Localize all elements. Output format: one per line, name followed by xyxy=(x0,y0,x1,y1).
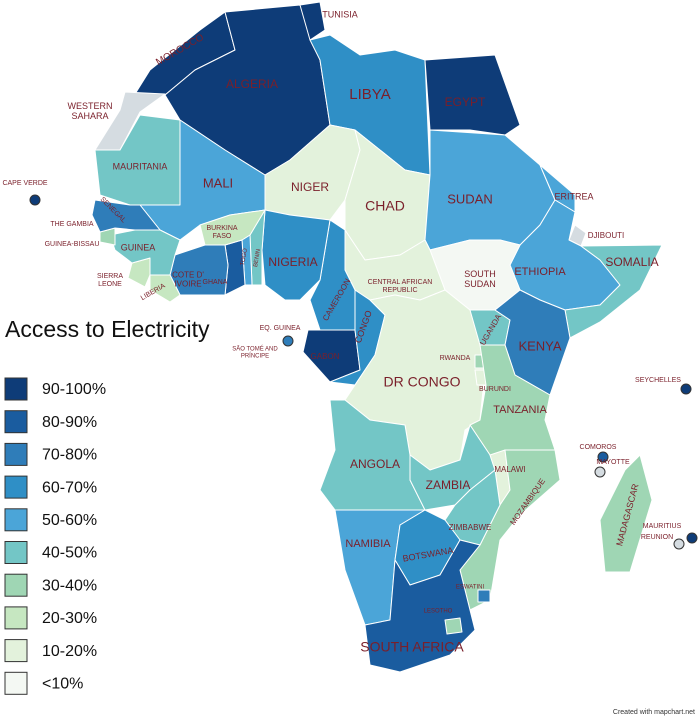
legend-swatch xyxy=(4,377,28,401)
country-label: ETHIOPIA xyxy=(514,266,566,278)
country-label: MALAWI xyxy=(494,465,525,474)
country-label: BENIN xyxy=(253,249,262,268)
legend-label: 40-50% xyxy=(42,545,97,562)
country xyxy=(299,1,326,41)
country-label: LESOTHO xyxy=(424,609,453,615)
country-label: BURKINA FASO xyxy=(206,225,237,240)
legend-label: 30-40% xyxy=(42,577,97,594)
country-label: NIGER xyxy=(291,180,329,194)
credit: Created with mapchart.net xyxy=(613,709,695,716)
country-label: TUNISIA xyxy=(322,9,358,19)
country-label: NAMIBIA xyxy=(345,538,391,550)
country-label: RWANDA xyxy=(440,355,471,362)
country-label: MAURITIUS xyxy=(643,523,682,530)
island xyxy=(597,451,609,463)
country-label: GUINEA-BISSAU xyxy=(45,241,100,248)
legend-label: 70-80% xyxy=(42,447,97,464)
country-label: KENYA xyxy=(518,338,561,353)
legend-swatch xyxy=(4,475,28,499)
legend-swatch xyxy=(4,410,28,434)
country-label: GHANA xyxy=(203,279,228,286)
legend-label: 80-90% xyxy=(42,414,97,431)
country-label: CENTRAL AFRICAN REPUBLIC xyxy=(368,279,433,294)
country-label: SEYCHELLES xyxy=(635,377,681,384)
country-label: SOUTH SUDAN xyxy=(464,269,496,289)
island xyxy=(282,335,294,347)
island xyxy=(686,532,698,544)
country-label: ERITREA xyxy=(554,191,593,201)
country-label: CAPE VERDE xyxy=(2,180,47,187)
country-label: EGYPT xyxy=(445,95,486,109)
legend-swatch xyxy=(4,671,28,695)
legend: 90-100% 80-90% 70-80% 60-70% 50-60% 40-50% 30-… xyxy=(4,377,106,695)
country-label: CHAD xyxy=(365,198,405,214)
legend-swatch xyxy=(4,573,28,597)
country-label: EQ. GUINEA xyxy=(260,325,301,332)
legend-swatch xyxy=(4,508,28,532)
country xyxy=(444,617,463,635)
country xyxy=(477,589,491,603)
country-label: REUNION xyxy=(641,534,673,541)
country-label: TOGO xyxy=(240,248,249,267)
country xyxy=(94,114,181,206)
country-label: WESTERN SAHARA xyxy=(68,101,113,121)
legend-title: Access to Electricity xyxy=(5,316,210,342)
country-label: SOMALIA xyxy=(605,255,658,269)
legend-swatch xyxy=(4,541,28,564)
country-label: MAYOTTE xyxy=(596,459,630,466)
legend-label: 60-70% xyxy=(42,479,97,496)
country xyxy=(261,209,331,301)
legend-label: 10-20% xyxy=(42,643,97,660)
country-label: ANGOLA xyxy=(350,457,400,471)
country-label: COTE D' IVOIRE xyxy=(172,271,204,289)
countries xyxy=(29,1,698,673)
country-label: ESWATINI xyxy=(456,585,485,591)
legend-swatch xyxy=(4,606,28,630)
island xyxy=(680,383,692,395)
country-label: MALI xyxy=(203,175,233,190)
country-label: SOUTH AFRICA xyxy=(360,639,464,655)
country-label: NIGERIA xyxy=(268,255,317,269)
country-label: TANZANIA xyxy=(493,404,547,416)
country xyxy=(459,449,561,611)
legend-swatch xyxy=(4,442,28,466)
country-label: COMOROS xyxy=(580,444,617,451)
island xyxy=(673,538,685,550)
country-label: DR CONGO xyxy=(384,374,461,390)
country-label: THE GAMBIA xyxy=(50,221,94,228)
country-label: SUDAN xyxy=(447,191,493,206)
country-label: ZIMBABWE xyxy=(449,523,492,532)
country-label: SÃO TOMÉ AND PRÍNCIPE xyxy=(232,345,278,359)
legend-swatch xyxy=(4,639,28,663)
country-label: GUINEA xyxy=(121,242,156,252)
island xyxy=(29,194,41,206)
country-label: ALGERIA xyxy=(226,77,278,91)
island xyxy=(594,466,606,478)
legend-label: 50-60% xyxy=(42,512,97,529)
country-label: GABON xyxy=(311,352,340,361)
country-label: MAURITANIA xyxy=(113,161,168,171)
legend-label: 90-100% xyxy=(42,381,106,398)
country-label: DJIBOUTI xyxy=(588,231,624,240)
country-label: ZAMBIA xyxy=(426,478,471,492)
country xyxy=(91,199,161,233)
country xyxy=(364,539,481,673)
country-label: BURUNDI xyxy=(479,386,511,393)
legend-label: 20-30% xyxy=(42,610,97,627)
country xyxy=(599,454,653,573)
legend-label: <10% xyxy=(42,676,83,693)
country xyxy=(494,289,571,396)
country-label: LIBYA xyxy=(349,86,390,103)
country-label: SIERRA LEONE xyxy=(97,273,123,288)
